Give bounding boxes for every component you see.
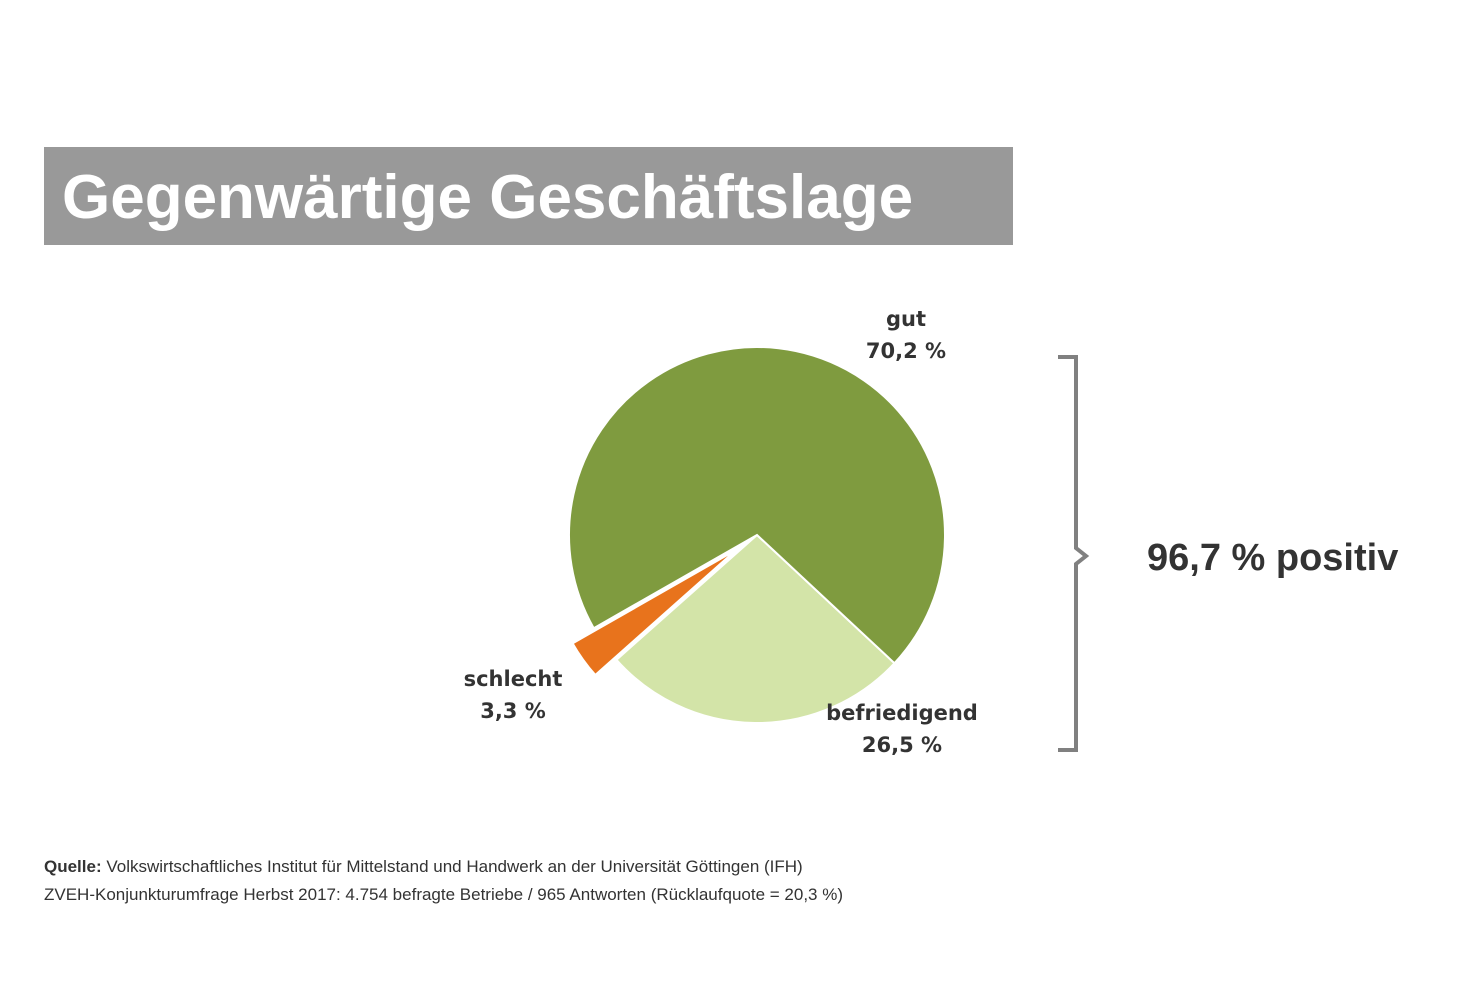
value-label: 3,3 %	[480, 699, 546, 723]
annotation: 96,7 % positiv	[1147, 537, 1398, 579]
chart-title: Gegenwärtige Geschäftslage	[62, 163, 913, 232]
pie-slice	[568, 346, 946, 665]
title-box	[44, 147, 1013, 245]
source-label: Quelle:	[44, 857, 102, 876]
bracket	[1058, 355, 1090, 752]
note: ZVEH-Konjunkturumfrage Herbst 2017: 4.75…	[44, 885, 843, 904]
pie-slice	[615, 533, 896, 724]
slice-label: schlecht	[464, 667, 563, 691]
slice-label: befriedigend	[826, 701, 978, 725]
value-label: 70,2 %	[866, 339, 946, 363]
pie-slice	[571, 549, 737, 677]
source: Quelle: Volkswirtschaftliches Institut f…	[44, 857, 803, 876]
slice-label: gut	[886, 307, 926, 331]
value-label: 26,5 %	[862, 733, 942, 757]
source-text: Volkswirtschaftliches Institut für Mitte…	[106, 857, 802, 876]
